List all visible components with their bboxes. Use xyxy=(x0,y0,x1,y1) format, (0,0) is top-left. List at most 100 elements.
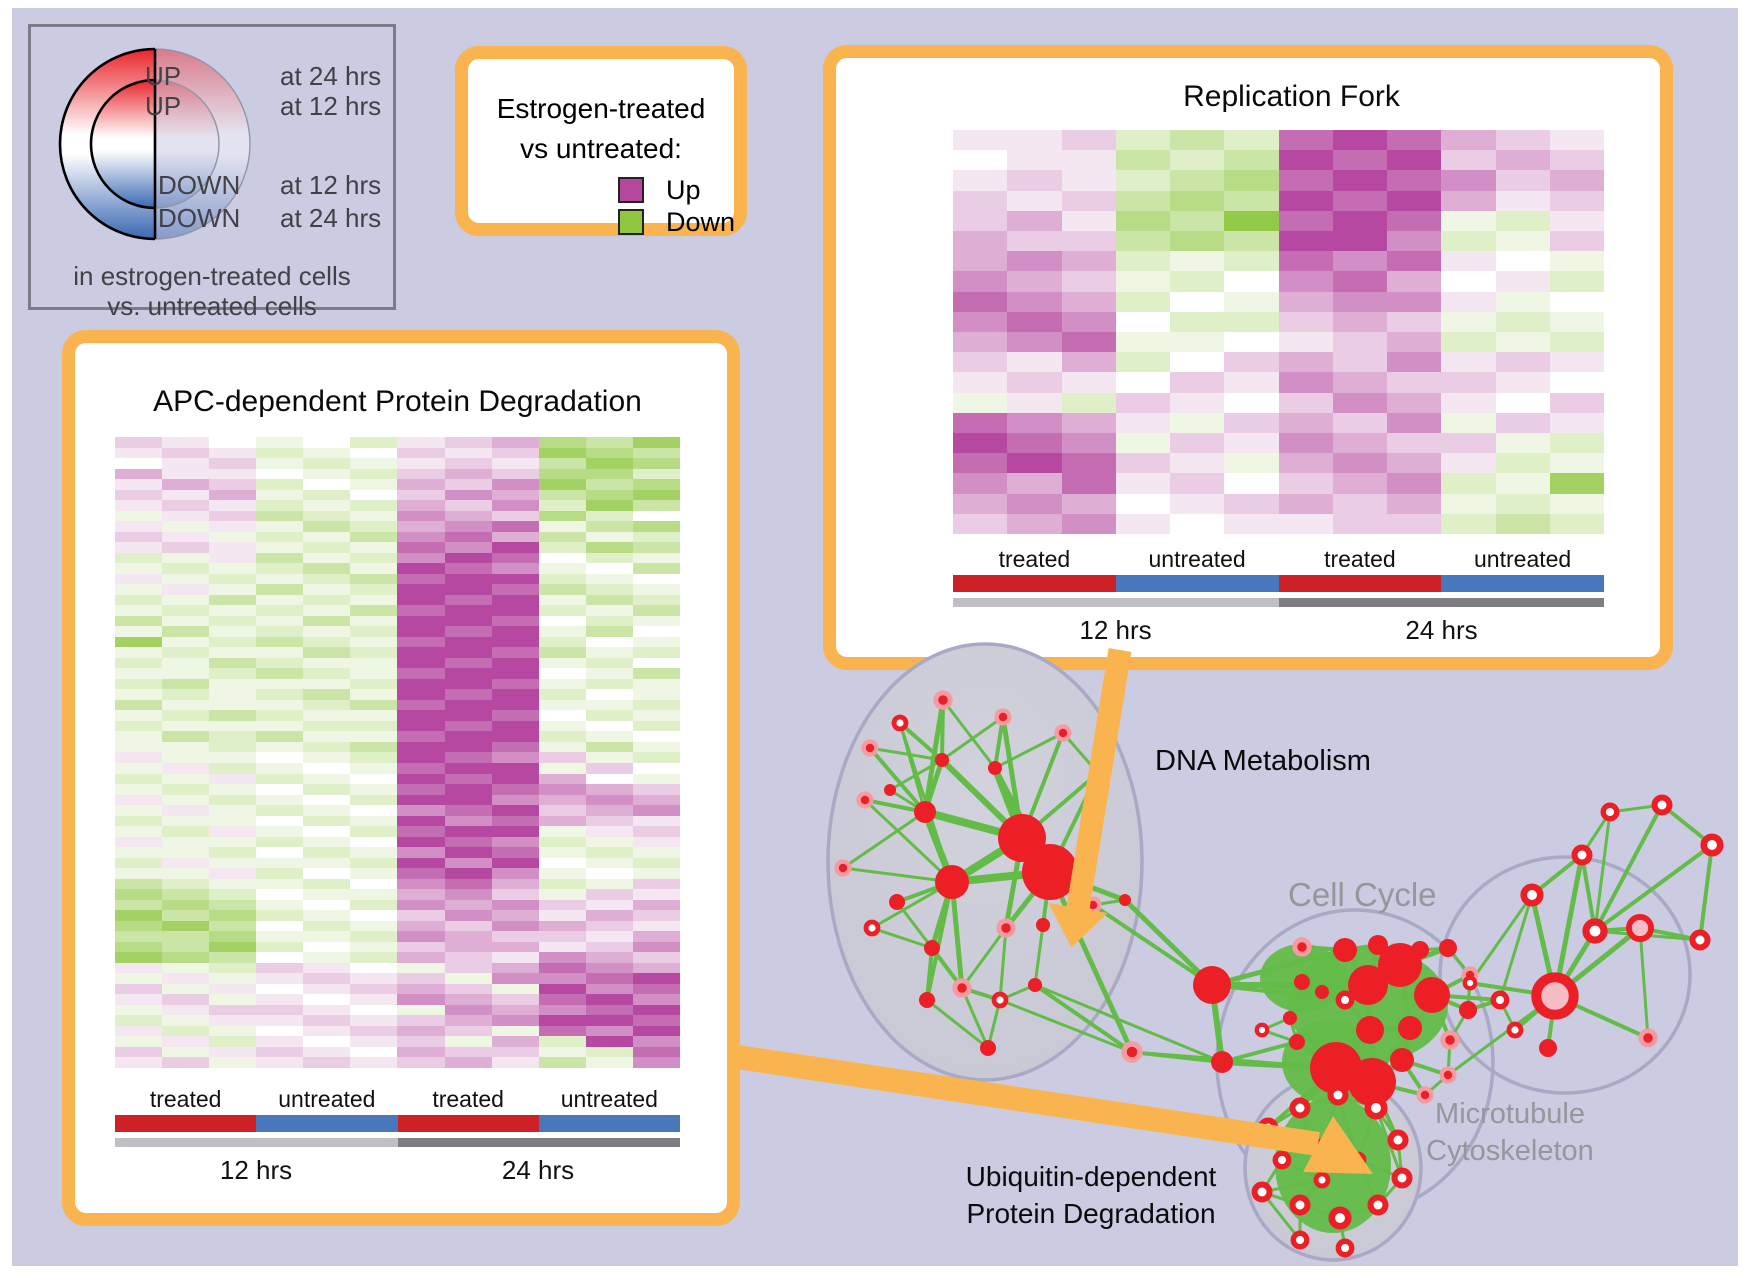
heatmap-cell xyxy=(538,710,586,721)
heatmap-cell xyxy=(491,720,539,732)
heatmap-row xyxy=(115,720,680,732)
heatmap-cell xyxy=(1224,251,1279,272)
heatmap-cell xyxy=(585,868,633,879)
heatmap-cell xyxy=(1170,392,1225,413)
heatmap-cell xyxy=(256,710,304,721)
heatmap-cell xyxy=(397,784,445,795)
heatmap-cell xyxy=(303,437,351,448)
heatmap-cell xyxy=(115,563,163,574)
heatmap-cell xyxy=(303,500,351,511)
heatmap-cell xyxy=(397,510,445,522)
heatmap-cell xyxy=(585,889,633,900)
heatmap-cell xyxy=(1224,170,1279,191)
heatmap-cell xyxy=(350,805,398,816)
heatmap-cell xyxy=(209,899,257,911)
heatmap-cell xyxy=(209,689,257,700)
heatmap-cell xyxy=(538,752,586,763)
heatmap-cell xyxy=(115,552,163,564)
heatmap-cell xyxy=(491,605,539,616)
heatmap-cell xyxy=(115,531,163,543)
heatmap-cell xyxy=(491,647,539,658)
heatmap-cell xyxy=(491,668,539,679)
heatmap-cell xyxy=(1224,210,1279,232)
heatmap-cell xyxy=(1387,231,1442,252)
heatmap-row xyxy=(115,489,680,501)
heatmap-cell xyxy=(256,542,304,553)
heatmap-cell xyxy=(585,836,633,848)
heatmap-cell xyxy=(1441,231,1496,252)
heatmap-cell xyxy=(491,521,539,532)
heatmap-cell xyxy=(538,878,586,890)
heatmap-cell xyxy=(256,468,304,480)
heatmap-cell xyxy=(350,468,398,480)
heatmap-cell xyxy=(350,668,398,679)
heatmap-cell xyxy=(350,458,398,469)
heatmap-cell xyxy=(115,668,163,679)
heatmap-cell xyxy=(1061,433,1116,454)
heatmap-row xyxy=(953,372,1604,393)
heatmap-row xyxy=(115,1036,680,1047)
heatmap-cell xyxy=(1061,231,1116,252)
heatmap-cell xyxy=(162,784,210,795)
heatmap-cell xyxy=(1224,291,1279,312)
heatmap-row xyxy=(115,668,680,679)
updown-circle-glyph xyxy=(58,47,257,241)
heatmap-cell xyxy=(444,805,492,816)
heatmap-cell xyxy=(632,510,680,522)
heatmap-cell xyxy=(162,699,210,711)
heatmap-cell xyxy=(632,615,680,627)
heatmap-row xyxy=(115,552,680,564)
heatmap-cell xyxy=(632,437,680,448)
heatmap-cell xyxy=(1115,190,1170,211)
heatmap-cell xyxy=(209,941,257,953)
heatmap-cell xyxy=(162,626,210,637)
bar-segment xyxy=(115,1138,398,1147)
heatmap-cell xyxy=(256,931,304,942)
heatmap-cell xyxy=(256,531,304,543)
heatmap-cell xyxy=(209,868,257,879)
heatmap-cell xyxy=(444,973,492,984)
heatmap-cell xyxy=(953,392,1008,413)
heatmap-cell xyxy=(538,994,586,1005)
heatmap-row xyxy=(115,826,680,837)
heatmap-cell xyxy=(350,657,398,669)
heatmap-cell xyxy=(115,826,163,837)
heatmap-cell xyxy=(256,668,304,679)
heatmap-cell xyxy=(444,731,492,742)
heatmap-cell xyxy=(1441,190,1496,211)
heatmap-cell xyxy=(444,594,492,606)
heatmap-cell xyxy=(209,720,257,732)
heatmap-cell xyxy=(397,752,445,763)
heatmap-cell xyxy=(303,605,351,616)
heatmap-cell xyxy=(162,878,210,890)
apc-duration-bar xyxy=(115,1138,680,1147)
heatmap-cell xyxy=(397,584,445,595)
heatmap-cell xyxy=(256,741,304,753)
heatmap-cell xyxy=(209,994,257,1005)
heatmap-cell xyxy=(209,615,257,627)
heatmap-cell xyxy=(115,773,163,785)
heatmap-cell xyxy=(1061,412,1116,434)
heatmap-row xyxy=(953,251,1604,272)
heatmap-cell xyxy=(209,784,257,795)
heatmap-cell xyxy=(585,720,633,732)
heatmap-cell xyxy=(491,531,539,543)
heatmap-cell xyxy=(350,994,398,1005)
heatmap-cell xyxy=(1061,170,1116,191)
heatmap-cell xyxy=(350,752,398,763)
heatmap-cell xyxy=(585,479,633,490)
heatmap-row xyxy=(115,689,680,700)
up-swatch-label: Up xyxy=(666,175,701,205)
heatmap-cell xyxy=(1387,150,1442,171)
heatmap-cell xyxy=(303,752,351,763)
heatmap-cell xyxy=(1441,412,1496,434)
heatmap-cell xyxy=(256,1046,304,1058)
heatmap-cell xyxy=(256,720,304,732)
outer-left-arc xyxy=(58,47,156,241)
heatmap-cell xyxy=(1278,493,1333,514)
heatmap-cell xyxy=(209,626,257,637)
heatmap-row xyxy=(115,784,680,795)
heatmap-cell xyxy=(538,983,586,995)
heatmap-cell xyxy=(444,899,492,911)
heatmap-cell xyxy=(350,500,398,511)
